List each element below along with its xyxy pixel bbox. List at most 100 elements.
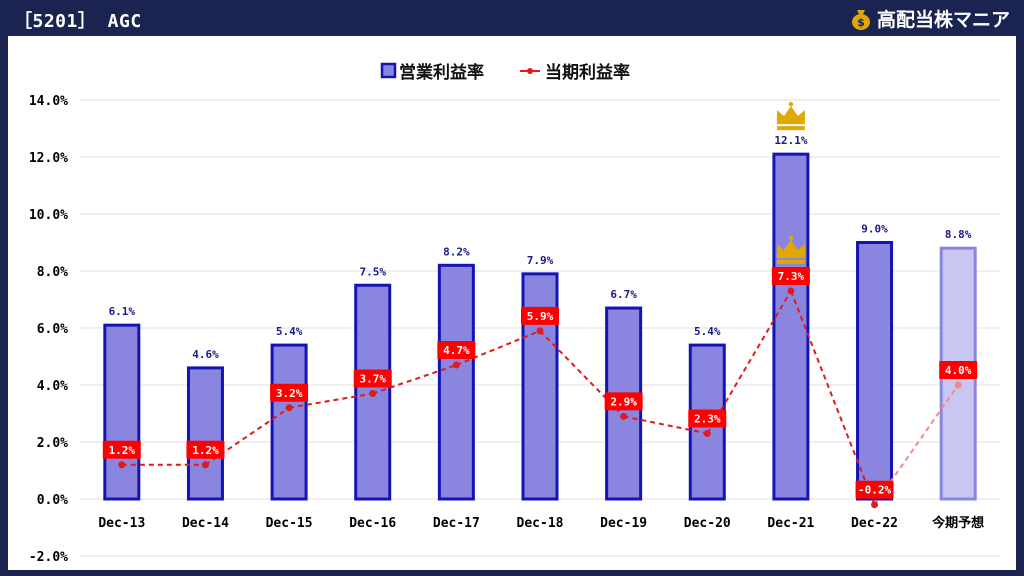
legend-label-bar: 営業利益率: [399, 62, 484, 83]
x-tick-label: 今期予想: [931, 515, 984, 531]
bar: [270, 343, 308, 501]
bar-data-label: 8.2%: [443, 245, 470, 258]
line-data-label: 3.2%: [276, 387, 303, 400]
line-point: [452, 361, 460, 369]
crown-shape: [776, 106, 805, 125]
line-data-label: 2.9%: [610, 395, 637, 408]
line-point: [871, 501, 879, 509]
line-label-box: [855, 480, 894, 499]
line-data-label: 2.3%: [694, 412, 721, 425]
bar-data-label: 12.1%: [774, 134, 807, 147]
line-point: [703, 429, 711, 437]
x-tick-label: Dec-19: [600, 516, 647, 531]
bar-data-label: 6.7%: [610, 288, 637, 301]
y-tick-label: 8.0%: [37, 265, 68, 280]
crown-base: [776, 259, 805, 264]
bar: [772, 152, 810, 501]
y-tick-label: 10.0%: [29, 208, 68, 223]
line-data-label: 4.0%: [945, 364, 972, 377]
crown-base: [776, 126, 805, 131]
crown-icon: [776, 101, 805, 131]
line-segment: [873, 384, 960, 506]
line-data-label: 1.2%: [192, 444, 219, 457]
line-point: [285, 404, 293, 412]
y-axis-ticks: -2.0% 0.0% 2.0% 4.0% 6.0% 8.0% 10.0% 12.0% 14.0%: [29, 94, 68, 565]
bar: [856, 241, 894, 501]
line-label-box: [437, 341, 476, 360]
bar-data-label: 6.1%: [109, 305, 136, 318]
y-tick-label: 4.0%: [37, 379, 68, 394]
bar: [437, 263, 475, 501]
line-point: [201, 461, 209, 469]
y-tick-label: 12.0%: [29, 151, 68, 166]
crown-jewel: [788, 235, 794, 241]
line-data-label: 1.2%: [109, 444, 136, 457]
line-label-box: [270, 383, 309, 402]
line-label-box: [186, 440, 225, 459]
line-label-box: [102, 440, 141, 459]
line-data-label: 4.7%: [443, 344, 470, 357]
y-tick-label: -2.0%: [29, 550, 68, 565]
x-tick-label: Dec-15: [266, 516, 313, 531]
bar-data-label: 5.4%: [694, 325, 721, 338]
x-tick-label: Dec-21: [767, 516, 814, 531]
y-tick-label: 6.0%: [37, 322, 68, 337]
bar: [186, 366, 224, 501]
line-data-label: 5.9%: [527, 310, 554, 323]
line-data-label: 7.3%: [778, 270, 805, 283]
bar-series: 6.1% 4.6% 5.4% 7.5% 8.2% 7.9% 6.7% 5.4% 12.1% 9.0…: [103, 134, 977, 501]
bar-data-label: 7.5%: [359, 265, 386, 278]
legend-swatch-bar: [380, 62, 397, 79]
line-point: [118, 461, 126, 469]
bar-data-label: 8.8%: [945, 228, 972, 241]
line-label-box: [939, 361, 978, 379]
brand-name: 高配当株マニア: [876, 9, 1010, 31]
x-tick-label: Dec-17: [433, 516, 480, 531]
line-data-label: -0.2%: [858, 484, 891, 497]
line-segment: [372, 364, 457, 395]
line-segment: [789, 290, 876, 506]
y-tick-label: 0.0%: [37, 493, 68, 508]
legend-label-line: 当期利益率: [545, 62, 630, 83]
line-label-box: [604, 392, 643, 411]
legend: 営業利益率 当期利益率: [380, 62, 630, 83]
svg-text:$: $: [857, 16, 865, 29]
legend-swatch-marker: [527, 68, 533, 74]
line-label-box: [688, 409, 727, 428]
line-point: [369, 390, 377, 398]
bar: [103, 323, 141, 501]
crown-jewel: [788, 101, 794, 107]
line-label-box: [521, 306, 559, 325]
line-point: [536, 327, 544, 335]
crown-icon: [776, 235, 805, 264]
x-tick-label: Dec-13: [98, 516, 145, 531]
bar-data-label: 4.6%: [192, 348, 219, 361]
bar-data-label: 5.4%: [276, 325, 303, 338]
x-tick-label: Dec-16: [349, 516, 396, 531]
x-tick-label: Dec-20: [684, 516, 731, 531]
bar-data-label: 9.0%: [861, 223, 888, 236]
bar: [354, 283, 392, 501]
x-tick-label: Dec-22: [851, 516, 898, 531]
chart-panel: [8, 36, 1016, 570]
x-axis-ticks: Dec-13 Dec-14 Dec-15 Dec-16 Dec-17 Dec-18 Dec-…: [98, 515, 984, 531]
line-point: [787, 287, 795, 295]
line-label-box: [771, 266, 810, 285]
y-tick-label: 14.0%: [29, 94, 68, 109]
crown-shape: [776, 239, 805, 258]
line-series: 1.2% 1.2% 3.2% 3.7% 4.7% 5.9% 2.9% 2.3% 7.3% -0.2…: [102, 101, 978, 509]
line-point: [954, 381, 962, 389]
line-point: [620, 412, 628, 420]
page-title: ［5201］ AGC: [14, 11, 142, 32]
x-tick-label: Dec-18: [517, 516, 564, 531]
x-tick-label: Dec-14: [182, 516, 229, 531]
y-tick-label: 2.0%: [37, 436, 68, 451]
line-data-label: 3.7%: [359, 373, 386, 386]
bar-data-label: 7.9%: [527, 254, 554, 267]
line-label-box: [353, 369, 392, 388]
money-bag-icon: $: [851, 9, 870, 30]
brand: $ 高配当株マニア: [851, 5, 1010, 32]
line-segment: [204, 406, 290, 466]
